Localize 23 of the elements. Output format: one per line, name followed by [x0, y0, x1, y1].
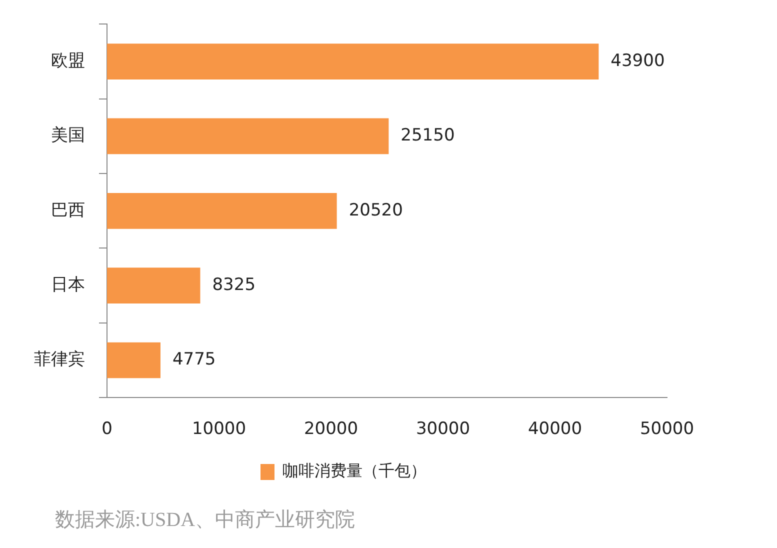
bar	[107, 342, 160, 378]
y-tick-label: 巴西	[51, 200, 85, 220]
x-tick-label: 50000	[640, 419, 694, 440]
bar	[107, 268, 200, 304]
data-label: 20520	[348, 200, 403, 220]
data-label: 25150	[400, 126, 455, 146]
y-tick-label: 美国	[51, 126, 85, 146]
source-note: 数据来源:USDA、中商产业研究院	[55, 508, 356, 533]
x-tick-label: 40000	[528, 419, 582, 440]
y-tick-label: 菲律宾	[34, 350, 85, 370]
data-label: 8325	[212, 275, 256, 295]
legend-label: 咖啡消费量（千包）	[282, 461, 426, 480]
data-label: 43900	[610, 50, 665, 71]
bar	[107, 44, 599, 80]
data-label: 4775	[172, 350, 216, 370]
y-tick-label: 欧盟	[51, 50, 85, 71]
x-tick-label: 10000	[192, 419, 246, 440]
bar	[107, 192, 337, 229]
x-tick-label: 20000	[304, 419, 358, 440]
y-tick-label: 日本	[51, 275, 85, 295]
x-tick-label: 0	[102, 419, 112, 440]
x-tick-label: 30000	[416, 419, 470, 440]
bar	[107, 118, 389, 154]
